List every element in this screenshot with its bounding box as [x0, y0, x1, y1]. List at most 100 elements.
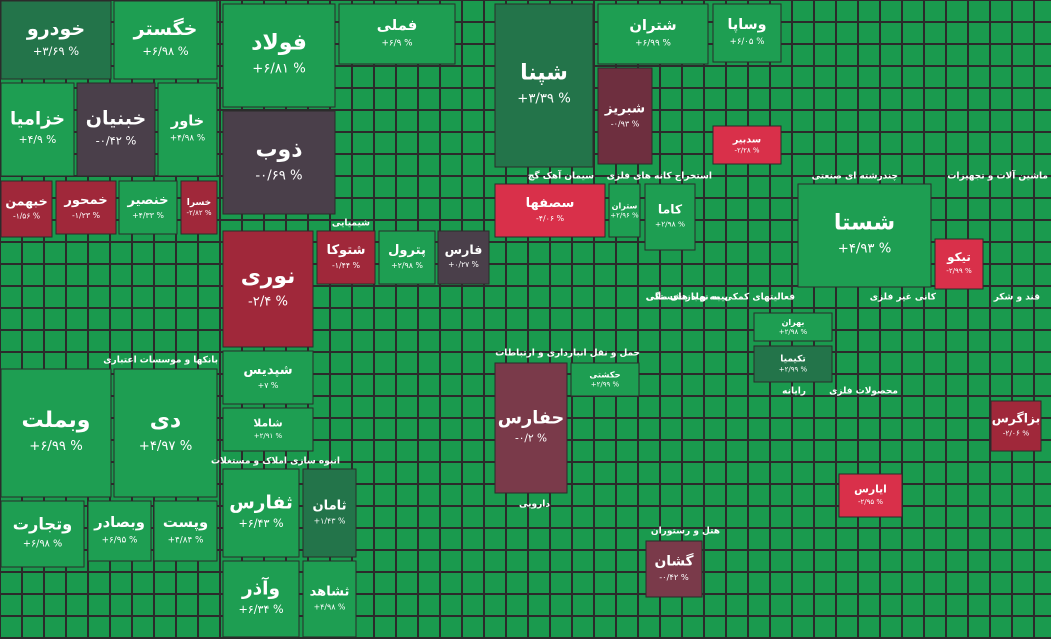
- tile-label: خودرو: [26, 18, 85, 40]
- tile-change: +۱/۴۳ %: [314, 516, 346, 525]
- tile: شپدیس +۷ %: [222, 350, 314, 405]
- tile-label: خسرا: [187, 198, 211, 208]
- tile-box: [222, 350, 314, 405]
- tile-box: [153, 500, 218, 562]
- tile-box: [180, 180, 218, 235]
- tile-label: ستران: [612, 202, 638, 211]
- tile-box: [157, 82, 218, 177]
- tile-box: [0, 82, 75, 177]
- tile-change: -۰/۶۹ %: [255, 169, 302, 184]
- sector-label: دارویی: [519, 500, 550, 510]
- tile-label: شاملا: [253, 417, 282, 430]
- sector-label: انبوه سازی املاک و مستغلات: [211, 457, 340, 467]
- tile-change: +۲/۹۸ %: [779, 328, 808, 336]
- tile: شاملا +۲/۹۱ %: [222, 407, 314, 452]
- tile-box: [644, 183, 696, 251]
- tile-change: -۱/۵۶ %: [13, 212, 40, 221]
- tile-change: -۲/۹۵ %: [858, 498, 883, 506]
- tile-label: خگستر: [133, 17, 198, 40]
- tile-label: وتجارت: [13, 515, 72, 534]
- tile-box: [597, 3, 709, 65]
- tile-label: وساپا: [728, 17, 767, 33]
- tile-box: [316, 230, 376, 285]
- tile: ستران+۲/۹۶ %: [608, 183, 641, 238]
- tile-box: [570, 362, 640, 397]
- tile: شتران +۶/۹۹ %: [597, 3, 709, 65]
- tile-box: [645, 540, 703, 598]
- tile-change: +۶/۰۵ %: [730, 37, 765, 47]
- tile-change: +۲/۹۸ %: [391, 261, 423, 270]
- tile-box: [753, 312, 833, 342]
- tile-change: +۴/۹۷ %: [139, 439, 192, 454]
- tile-box: [494, 3, 594, 168]
- tile-box: [838, 473, 903, 518]
- tile-change: +۲/۹۶ %: [610, 211, 639, 219]
- tile: شپنا +۳/۳۹ %: [494, 3, 594, 168]
- tile: ثشاهد +۴/۹۸ %: [302, 560, 357, 638]
- tile-label: فولاد: [251, 30, 307, 55]
- tile: بهران+۲/۹۸ %: [753, 312, 833, 342]
- tile-box: [113, 368, 218, 498]
- tile-label: وبملت: [22, 408, 91, 433]
- tile-box: [712, 3, 782, 63]
- tile-change: +۶/۸۱ %: [252, 62, 305, 77]
- tile-box: [302, 560, 357, 638]
- tile: شبریز -۰/۹۳ %: [597, 67, 653, 165]
- tile-box: [597, 67, 653, 165]
- tile: کاما +۲/۹۸ %: [644, 183, 696, 251]
- tile-box: [934, 238, 984, 290]
- tile-label: شتران: [629, 17, 676, 34]
- tile-label: ذوب: [255, 137, 302, 162]
- tile-box: [222, 407, 314, 452]
- tile-box: [222, 230, 314, 348]
- tile-box: [118, 180, 178, 235]
- tile-change: -۲/۴ %: [248, 295, 288, 310]
- tile-box: [76, 82, 156, 177]
- tile: فملی +۶/۹ %: [338, 3, 456, 65]
- tile-change: +۶/۳۴ %: [238, 603, 283, 616]
- tile-change: +۴/۳۳ %: [132, 211, 164, 220]
- tile-label: بهران: [782, 318, 805, 327]
- tile: دی +۴/۹۷ %: [113, 368, 218, 498]
- tile-change: +۴/۸۴ %: [168, 535, 204, 545]
- tile-change: -۰/۴۲ %: [659, 572, 689, 582]
- tile-box: [222, 3, 336, 108]
- tile-label: ثفارس: [229, 492, 293, 513]
- tile-label: حکشتی: [589, 369, 620, 379]
- tile-box: [113, 0, 218, 80]
- sector-label: کانی غیر فلزی: [870, 293, 937, 303]
- tile-change: +۰/۲۷ %: [448, 260, 479, 269]
- tile-box: [0, 180, 53, 238]
- tile-change: +۴/۹۳ %: [838, 242, 891, 257]
- tile: خاور +۴/۹۸ %: [157, 82, 218, 177]
- tile: نوری -۲/۴ %: [222, 230, 314, 348]
- tile: سصفها -۴/۰۶ %: [494, 183, 606, 238]
- tile-change: -۴/۰۶ %: [536, 214, 565, 223]
- sector-label: استخراج کانه های فلزی: [607, 172, 712, 182]
- tile-label: گشان: [654, 552, 694, 569]
- tile-label: خاور: [170, 114, 204, 130]
- tile-change: -۲/۹۹ %: [946, 266, 972, 275]
- tile: خبهمن -۱/۵۶ %: [0, 180, 53, 238]
- tile-change: +۶/۹۹ %: [29, 439, 82, 454]
- tile: خودرو +۳/۶۹ %: [0, 0, 112, 80]
- sector-label: ماشین آلات و تجهیزات: [947, 170, 1048, 182]
- sector-label: چندرشته ای صنعتی: [812, 172, 898, 182]
- tile-change: +۴/۹۸ %: [170, 134, 205, 144]
- tile-label: ایارس: [854, 483, 887, 496]
- tile-box: [494, 362, 568, 494]
- tile-box: [494, 183, 606, 238]
- sector-label: بیمه و بازنشستگی: [646, 291, 728, 303]
- tile-change: +۴/۹۸ %: [314, 602, 346, 611]
- tile-box: [222, 468, 300, 558]
- tile: بزاگرس -۲/۰۶ %: [990, 400, 1042, 452]
- tile-change: +۴/۹ %: [19, 133, 57, 146]
- tile: تیکو-۲/۹۹ %: [934, 238, 984, 290]
- tile: خمحور -۱/۲۳ %: [55, 180, 117, 235]
- sector-label: شیمیایی: [332, 219, 370, 229]
- tile: حفارس -۰/۲ %: [494, 362, 568, 494]
- tile-box: [338, 3, 456, 65]
- tile-change: +۲/۹۹ %: [591, 381, 620, 389]
- tile-box: [302, 468, 357, 558]
- tile-change: -۰/۲ %: [515, 433, 547, 445]
